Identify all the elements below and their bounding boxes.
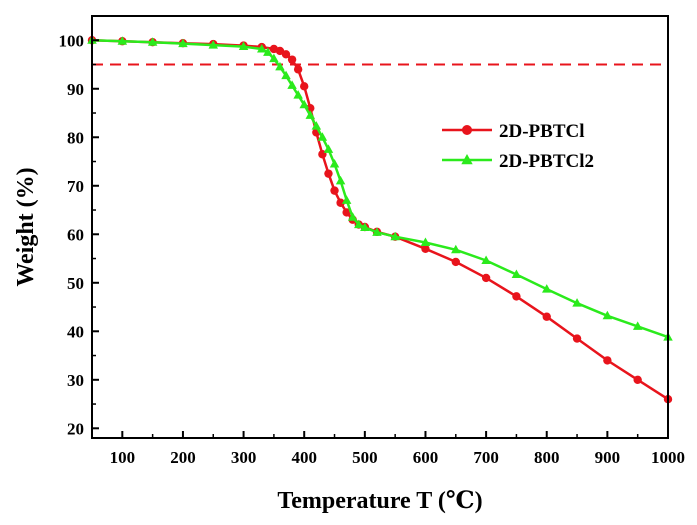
y-tick-label: 70 [67, 177, 84, 196]
x-tick-label: 200 [170, 448, 196, 467]
series-line-2d-pbtcl [91, 39, 669, 401]
x-tick-label: 500 [352, 448, 378, 467]
data-point [336, 198, 345, 207]
data-point [372, 227, 382, 236]
plot-frame [91, 15, 669, 439]
legend: 2D-PBTCl 2D-PBTCl2 [442, 121, 594, 172]
data-point [360, 222, 370, 231]
legend-marker-2d-pbtcl2 [461, 154, 473, 165]
data-point [511, 269, 522, 279]
x-axis-title: Temperature T (℃) [277, 488, 482, 514]
data-point [317, 132, 328, 141]
y-tick-label: 60 [67, 225, 84, 244]
data-point [512, 292, 521, 301]
series-line-2d-pbtcl2 [91, 39, 669, 339]
x-tick-label: 600 [413, 448, 439, 467]
data-point [421, 244, 430, 254]
data-point [275, 61, 285, 71]
data-point [481, 255, 491, 264]
x-tick-label: 1000 [651, 448, 685, 467]
legend-item-2d-pbtcl: 2D-PBTCl [442, 121, 585, 142]
data-point [342, 208, 351, 217]
data-point [257, 43, 267, 53]
tick-labels: 100 200 300 400 500 600 700 800 900 1000 20 30 40 50 6… [59, 31, 686, 467]
data-point [323, 144, 334, 153]
x-tick-label: 900 [595, 448, 621, 467]
y-tick-label: 40 [67, 322, 84, 341]
data-point [602, 310, 613, 320]
data-point [390, 231, 400, 241]
data-point [632, 321, 643, 330]
data-point [542, 312, 551, 321]
data-point [541, 284, 552, 293]
x-tick-label: 800 [534, 448, 560, 467]
data-point [281, 50, 291, 59]
data-point [603, 356, 612, 365]
x-tick-label: 700 [473, 448, 499, 467]
data-point [300, 82, 309, 91]
data-point [287, 55, 297, 64]
legend-label-2d-pbtcl2: 2D-PBTCl2 [499, 151, 594, 172]
data-point [329, 158, 340, 168]
y-tick-label: 50 [67, 274, 84, 293]
data-point [238, 41, 249, 51]
data-point [287, 80, 297, 89]
data-point [299, 99, 309, 109]
series-2d-pbtcl [87, 36, 673, 404]
data-point [451, 257, 460, 267]
legend-item-2d-pbtcl2: 2D-PBTCl2 [442, 151, 594, 172]
data-point [147, 37, 158, 46]
data-point [281, 70, 291, 80]
axis-ticks [92, 39, 669, 438]
data-point [311, 121, 322, 130]
series-layer [87, 35, 673, 404]
y-tick-label: 100 [59, 31, 85, 50]
data-point [335, 175, 346, 185]
series-2d-pbtcl2 [87, 35, 673, 341]
data-point [341, 195, 352, 204]
data-point [354, 219, 364, 229]
y-axis-title: Weight (%) [13, 167, 39, 286]
y-tick-label: 80 [67, 128, 84, 147]
data-point [293, 65, 303, 74]
x-tick-label: 400 [291, 448, 317, 467]
data-point [420, 237, 431, 247]
data-point [330, 186, 339, 195]
y-tick-label: 90 [67, 80, 84, 99]
y-tick-label: 20 [67, 419, 84, 438]
data-point [269, 53, 279, 63]
x-tick-label: 100 [110, 448, 136, 467]
data-point [572, 298, 582, 307]
legend-label-2d-pbtcl: 2D-PBTCl [499, 121, 585, 142]
data-point [324, 169, 333, 178]
data-point [633, 375, 642, 384]
legend-marker-2d-pbtcl [462, 125, 472, 135]
data-point [305, 110, 316, 119]
x-tick-label: 300 [231, 448, 257, 467]
y-tick-label: 30 [67, 371, 84, 390]
data-point [572, 334, 582, 343]
data-point [481, 273, 491, 283]
data-point [263, 47, 273, 56]
data-point [293, 90, 303, 99]
data-point [208, 40, 219, 49]
data-point [117, 36, 128, 45]
data-point [451, 244, 461, 254]
data-point [347, 212, 358, 221]
data-point [178, 38, 188, 48]
